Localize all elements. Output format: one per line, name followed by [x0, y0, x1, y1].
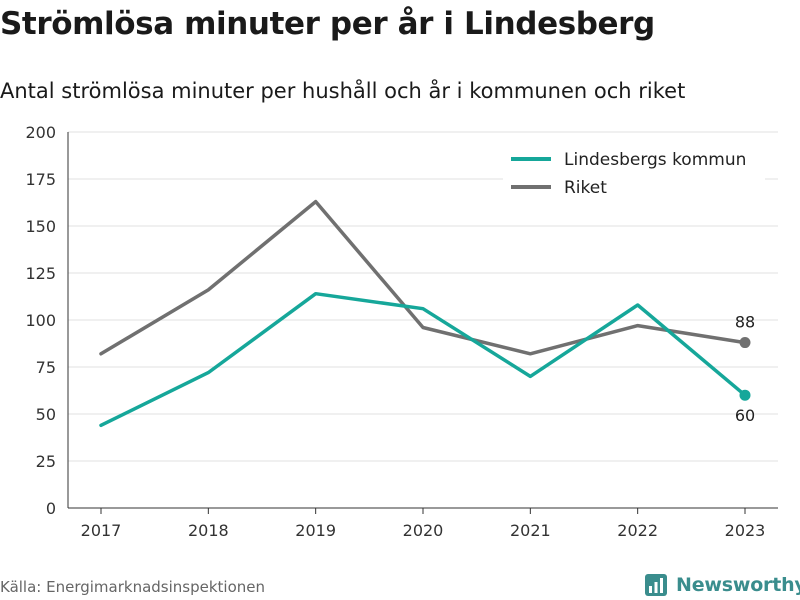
y-tick-label: 125: [25, 264, 56, 283]
y-tick-label: 25: [36, 452, 56, 471]
end-point-riket: [739, 337, 751, 349]
brand-logo: Newsworthy: [644, 570, 800, 600]
chart-title: Strömlösa minuter per år i Lindesberg: [0, 6, 655, 42]
legend-label: Lindesbergs kommun: [564, 150, 746, 170]
y-axis-ticks: 0 25 50 75 100 125 150 175 200: [25, 123, 56, 518]
end-value-label: 60: [735, 406, 755, 425]
y-tick-label: 50: [36, 405, 56, 424]
x-axis: 2017 2018 2019 2020 2021 2022 2023: [67, 132, 778, 540]
y-tick-label: 175: [25, 170, 56, 189]
legend: Lindesbergs kommun Riket: [503, 143, 765, 205]
series-lines: [99, 199, 751, 428]
chart-subtitle: Antal strömlösa minuter per hushåll och …: [0, 79, 686, 103]
series-line-riket: [99, 199, 747, 356]
y-tick-label: 0: [46, 499, 56, 518]
y-tick-label: 150: [25, 217, 56, 236]
x-tick-label: 2021: [510, 521, 551, 540]
newsworthy-icon: [645, 574, 667, 596]
end-value-label: 88: [735, 313, 755, 332]
x-tick-label: 2018: [188, 521, 229, 540]
y-tick-label: 200: [25, 123, 56, 142]
legend-label: Riket: [564, 178, 607, 198]
x-tick-label: 2020: [403, 521, 444, 540]
y-tick-label: 75: [36, 358, 56, 377]
series-line-lindesbergs-kommun: [99, 291, 747, 428]
end-point-lindesbergs-kommun: [739, 389, 751, 401]
source-note: Källa: Energimarknadsinspektionen: [0, 578, 266, 596]
legend-background: [503, 143, 765, 205]
end-labels: 88 60: [735, 313, 755, 426]
x-tick-label: 2017: [81, 521, 122, 540]
x-tick-label: 2022: [617, 521, 658, 540]
brand-name: Newsworthy: [676, 574, 800, 596]
y-tick-label: 100: [25, 311, 56, 330]
x-tick-label: 2019: [295, 521, 336, 540]
x-tick-label: 2023: [725, 521, 766, 540]
